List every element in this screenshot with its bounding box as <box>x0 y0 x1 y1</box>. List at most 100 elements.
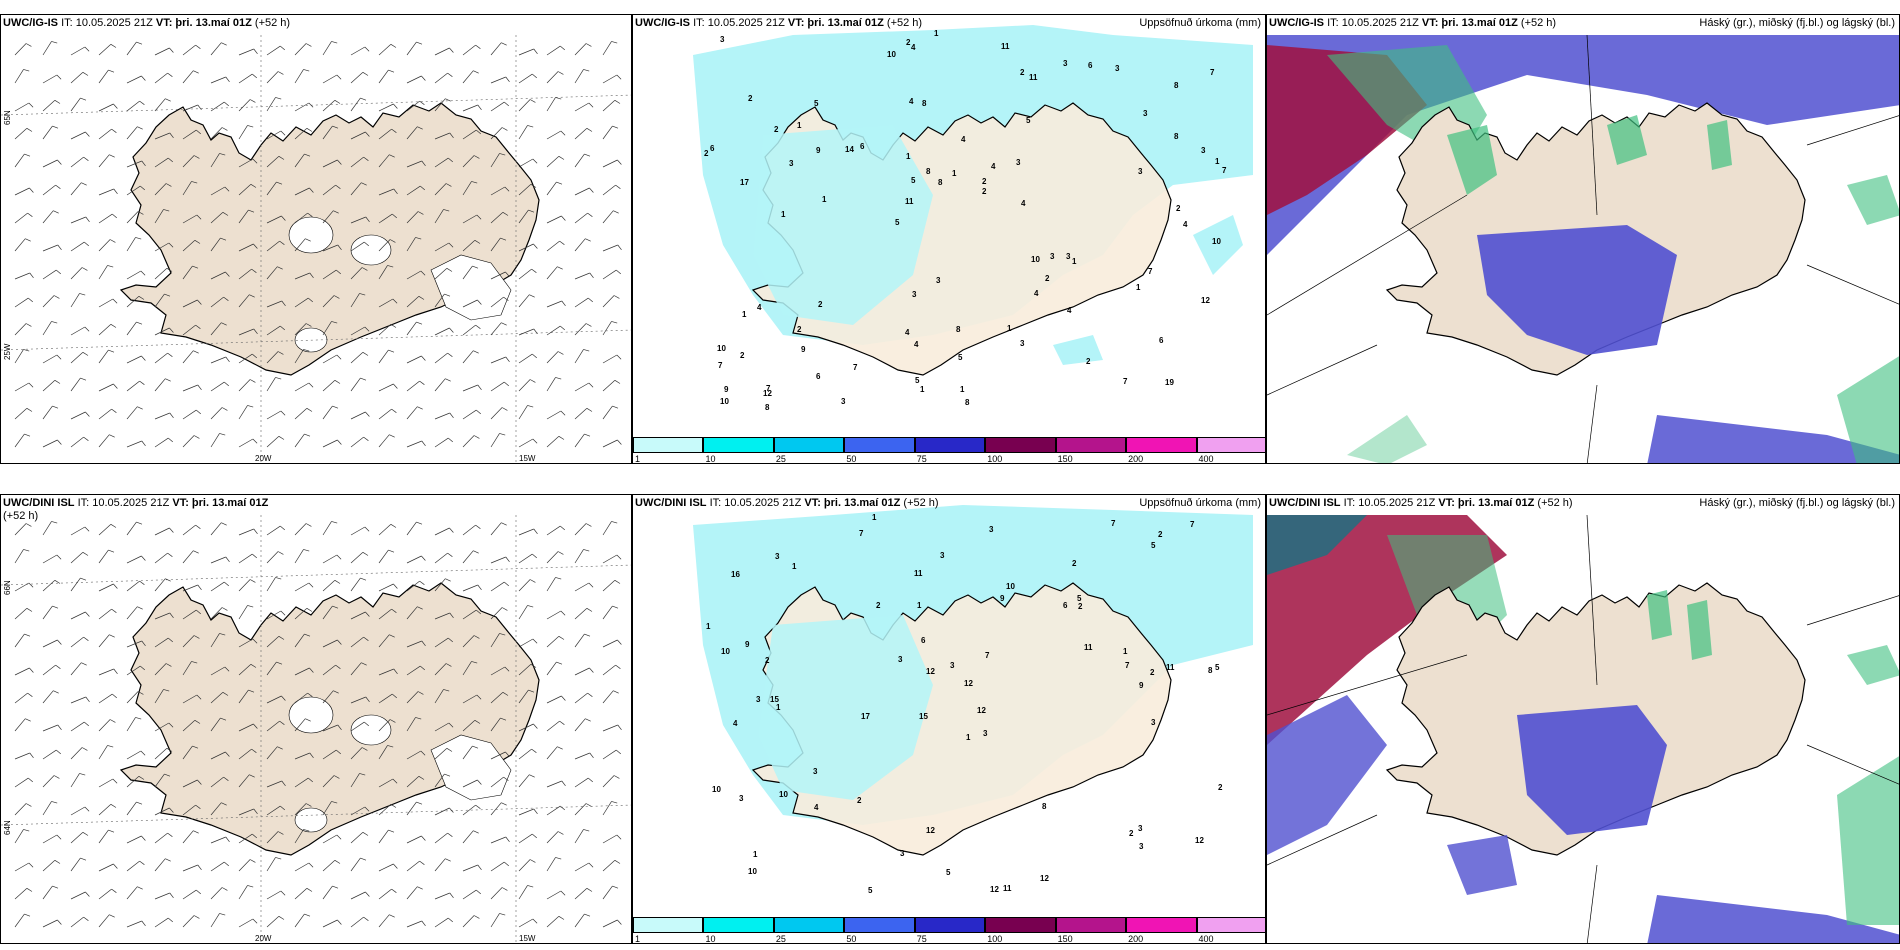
precip-value: 3 <box>775 552 780 561</box>
wind-barb-flag <box>387 745 394 748</box>
wind-barb <box>434 209 444 224</box>
wind-barb <box>602 295 615 308</box>
wind-barb-flag <box>81 267 88 271</box>
wind-barb <box>518 748 532 760</box>
wind-barb-flag <box>28 297 34 303</box>
wind-barb <box>462 240 476 252</box>
wind-barb-flag <box>167 72 173 77</box>
precip-value: 2 <box>704 149 709 158</box>
wind-barb <box>350 832 364 844</box>
wind-barb <box>210 607 223 620</box>
wind-barb <box>546 215 562 224</box>
wind-barb <box>154 892 170 900</box>
wind-barb-flag <box>110 804 117 808</box>
wind-barb <box>182 155 195 168</box>
wind-barb-flag <box>560 525 566 531</box>
wind-barb-flag <box>589 752 594 759</box>
wind-barb-flag <box>23 349 30 352</box>
wind-barb-flag <box>197 779 202 785</box>
wind-barb-flag <box>141 440 146 447</box>
wind-barb-flag <box>332 405 339 409</box>
wind-barb <box>602 801 612 816</box>
wind-barb-flag <box>617 724 622 731</box>
wind-barb-flag <box>309 272 314 279</box>
wind-barb-flag <box>612 605 619 609</box>
wind-barb-flag <box>81 662 87 666</box>
wind-barb <box>322 919 338 928</box>
wind-barb <box>126 406 138 420</box>
precip-value: 5 <box>814 99 819 108</box>
wind-barb <box>546 805 561 816</box>
precip-value: 7 <box>859 529 864 538</box>
wind-barb-flag <box>169 47 174 53</box>
wind-barb <box>294 888 308 900</box>
wind-barb-flag <box>221 887 228 891</box>
precip-value: 12 <box>926 667 935 676</box>
wind-barb <box>14 829 24 844</box>
wind-barb <box>322 244 338 252</box>
wind-barb <box>266 215 282 224</box>
wind-barb-flag <box>614 380 621 384</box>
wind-barb-flag <box>136 521 143 525</box>
wind-barb <box>266 916 280 928</box>
wind-barb-flag <box>279 720 285 725</box>
wind-barb-flag <box>532 158 538 164</box>
cloud-map-panel-bottom: UWC/DINI ISL IT: 10.05.2025 21Z VT: þri.… <box>1266 494 1900 944</box>
wind-barb <box>462 409 477 420</box>
wind-barb-flag <box>505 556 510 563</box>
precip-value: 3 <box>1115 64 1120 73</box>
wind-barb <box>266 636 280 648</box>
wind-barb-flag <box>555 577 562 580</box>
wind-barb-flag <box>221 322 227 326</box>
wind-barb-flag <box>417 211 424 215</box>
wind-barb-flag <box>443 209 450 212</box>
wind-barb-flag <box>277 551 284 555</box>
wind-barb-flag <box>557 746 563 750</box>
wind-barb <box>574 128 588 140</box>
wind-barb <box>238 689 249 704</box>
wind-barb-flag <box>583 349 590 352</box>
precip-value: 2 <box>1218 783 1223 792</box>
precip-value: 8 <box>965 398 970 407</box>
precip-value: 11 <box>1001 42 1010 51</box>
wind-barb <box>182 181 192 196</box>
wind-barb-flag <box>445 663 452 667</box>
wind-barb-flag <box>477 384 482 391</box>
wind-barb-flag <box>391 888 397 893</box>
wind-barb <box>70 552 84 564</box>
wind-barb-flag <box>169 807 174 813</box>
wind-barb <box>98 888 112 900</box>
wind-barb <box>546 610 562 620</box>
wind-barb-flag <box>225 356 230 363</box>
wind-barb <box>322 380 336 392</box>
wind-barb <box>294 349 304 364</box>
wind-barb-flag <box>473 550 479 554</box>
wind-barb <box>350 352 364 364</box>
precip-value: 1 <box>917 601 922 610</box>
wind-barb-flag <box>249 294 255 298</box>
wind-barb-flag <box>392 778 398 784</box>
wind-barb <box>14 349 24 364</box>
wind-barb-flag <box>79 773 86 776</box>
wind-barb-flag <box>193 435 200 439</box>
wind-barb <box>70 747 83 760</box>
precip-value: 3 <box>789 159 794 168</box>
wind-barb-flag <box>277 746 283 750</box>
wind-barb-flag <box>472 745 479 749</box>
precip-value: 1 <box>1215 157 1220 166</box>
wind-barb-flag <box>362 72 369 76</box>
wind-barb <box>518 689 529 704</box>
wind-barb-flag <box>477 864 482 871</box>
precip-value: 1 <box>960 385 965 394</box>
colorbar-label: 10 <box>705 934 716 944</box>
wind-barb <box>350 662 362 676</box>
wind-barb <box>350 636 364 648</box>
colorbar-segment <box>703 917 774 933</box>
wind-barb <box>490 356 506 364</box>
wind-barb <box>322 801 332 816</box>
wind-barb-flag <box>85 696 90 703</box>
wind-barb-flag <box>277 351 284 355</box>
wind-barb-flag <box>253 528 258 535</box>
wind-barb-flag <box>139 860 145 865</box>
precip-value: 1 <box>1136 283 1141 292</box>
